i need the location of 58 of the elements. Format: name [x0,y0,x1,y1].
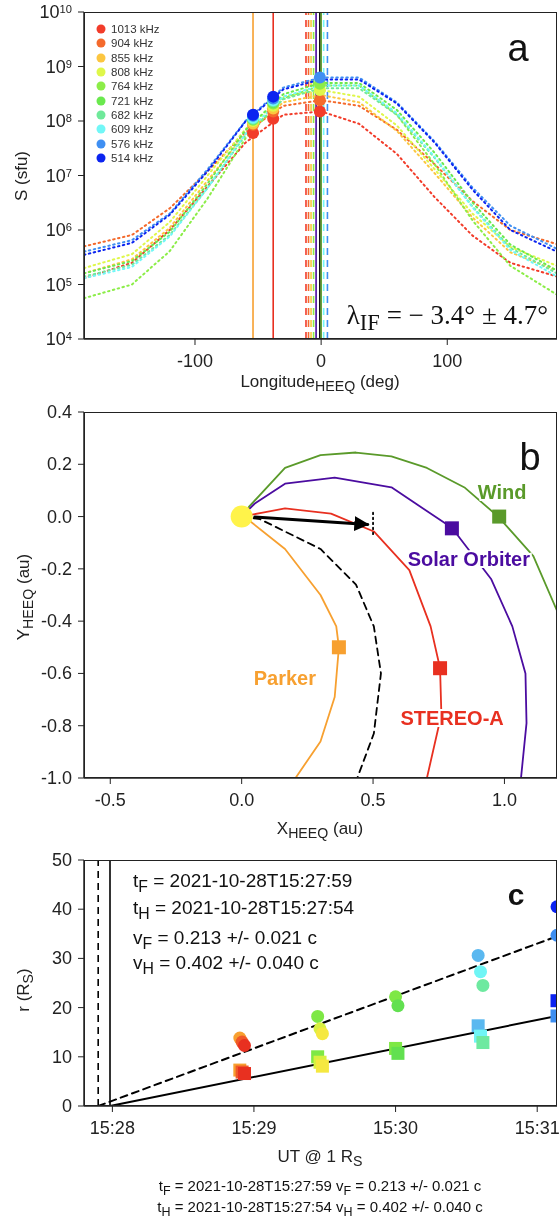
annotation: t$_{F}$ = 2021-10-28T15:27:59 [133,870,353,896]
legend-label: 576 kHz [111,137,154,150]
y-tick-label: 10$^{9}$ [45,56,72,77]
y-tick-label: 10$^{8}$ [45,111,72,131]
text: t$_{F}$ = 2021-10-28T15:27:59 v$_{F}$ = 0.213 +/- 0.021 c [158,1176,482,1198]
y-tick-label: 0.2 [46,454,72,475]
x-tick-label: 15:30 [373,1118,419,1138]
y-tick-label: 10$^{6}$ [45,220,72,240]
x-tick-label: 0.0 [229,790,255,810]
y-axis-title: S (sfu) [12,150,32,202]
legend-label: 808 kHz [111,66,154,79]
y-tick-label: 10$^{7}$ [45,165,72,186]
x-tick-label: 0.5 [360,790,386,810]
annotation: a [507,26,529,70]
text: t$_{H}$ = 2021-10-28T15:27:54 v$_{H}$ = 0.402 +/- 0.040 c [157,1197,483,1219]
annotation: v$_{H}$ = 0.402 +/- 0.040 c [133,952,319,978]
y-tick-label: 10$^{5}$ [45,274,72,295]
legend-label: 904 kHz [111,37,154,50]
x-axis-title: Longitude$_{HEEQ}$ (deg) [240,371,400,395]
y-tick-label: 40 [51,899,72,920]
legend-label: 721 kHz [111,94,154,107]
x-tick-label: 100 [432,351,463,371]
y-tick-label: -1.0 [40,768,72,788]
y-tick-label: -0.6 [40,663,72,684]
y-tick-label: 20 [51,997,72,1018]
x-axis-title: UT @ 1 R$_{S}$ [277,1146,363,1170]
x-tick-label: 1.0 [491,790,517,810]
legend-label: 764 kHz [111,80,154,93]
annotation: c [507,878,525,912]
annotation: t$_{H}$ = 2021-10-28T15:27:54 [133,897,355,923]
legend-label: 514 kHz [111,151,154,164]
annotation: v$_{F}$ = 0.213 +/- 0.021 c [133,927,317,953]
legend-label: 1013 kHz [111,23,160,36]
x-tick-label: 15:28 [89,1118,135,1138]
y-tick-label: 10 [51,1046,72,1067]
y-tick-label: -0.4 [40,611,72,632]
y-tick-label: 0.0 [46,506,72,527]
y-tick-label: 0 [61,1096,72,1116]
legend-label: 609 kHz [111,123,154,136]
y-tick-label: -0.8 [40,715,72,736]
y-tick-label: 30 [51,948,72,969]
y-tick-label: 10$^{10}$ [39,2,72,22]
y-tick-label: 10$^{4}$ [45,329,72,349]
x-tick-label: 0 [316,351,327,371]
x-tick-label: -100 [176,351,214,371]
series-label: Wind [477,480,527,503]
y-tick-label: 50 [51,850,72,870]
legend-label: 682 kHz [111,108,154,121]
legend-label: 855 kHz [111,51,154,64]
y-tick-label: 0.4 [46,402,72,422]
x-tick-label: 15:31 [514,1118,560,1138]
x-axis-title: X$_{HEEQ}$ (au) [276,818,364,842]
annotation: b [519,435,541,479]
x-tick-label: -0.5 [94,790,126,810]
series-label: Parker [253,667,317,690]
y-tick-label: -0.2 [40,558,72,579]
x-tick-label: 15:29 [231,1118,277,1138]
annotation: λ$_{IF}$ = − 3.4° ± 4.7° [346,299,548,337]
